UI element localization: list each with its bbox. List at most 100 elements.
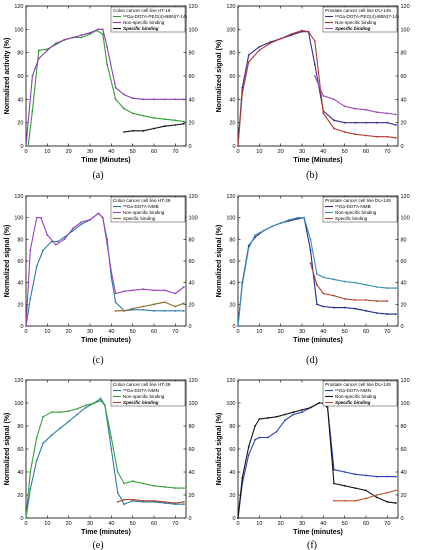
data-point [142,129,145,132]
y-tick-label-right: 60 [401,74,407,80]
y-axis-title: Normalized signal (%) [216,225,223,298]
y-tick-label: 80 [17,51,23,57]
legend-title: Prostate cancer cell line DU-145 [325,198,391,203]
data-point [72,36,74,39]
data-point [182,286,185,288]
data-point [237,145,239,147]
data-point [163,486,166,488]
data-point [269,42,271,45]
data-point [241,86,244,89]
data-point [80,223,83,226]
y-tick-label: 80 [229,237,235,243]
panel-label: (c) [92,355,103,366]
x-tick-label: 10 [44,521,50,527]
data-point [84,404,87,407]
data-point [76,413,79,416]
data-point [153,309,155,312]
y-tick-label: 100 [14,216,23,222]
x-tick-label: 40 [320,149,326,155]
y-tick-label-right: 0 [401,144,404,150]
data-point [131,307,134,310]
legend-entry: Non-specific binding [123,210,165,215]
y-tick-label-right: 20 [189,121,195,127]
y-tick-label-right: 0 [401,324,404,330]
y-tick-label-right: 0 [189,324,192,330]
x-tick-label: 60 [363,149,369,155]
data-point [25,145,27,147]
series-line-3 [115,301,185,312]
data-point [131,289,134,292]
data-point [322,276,325,279]
y-tick-label-right: 120 [189,4,198,10]
data-point [309,406,312,409]
y-tick-label-right: 80 [401,424,407,430]
data-point [67,410,70,412]
data-point [35,436,38,439]
legend-entry: ⁶⁸Ga-DOTA-PEG(4)-BBN(7-14) [335,14,399,19]
data-point [247,61,250,63]
data-point [365,134,367,137]
data-point [365,497,367,500]
panel-label: (b) [306,170,318,181]
y-tick-label-right: 60 [401,259,407,265]
y-tick-label: 40 [229,97,235,103]
data-point [123,482,126,485]
y-tick-label: 60 [17,447,23,453]
data-point [123,107,126,110]
data-point [110,448,113,450]
series-line-2 [237,29,396,147]
data-point [153,127,155,130]
data-point [31,75,34,77]
data-point [63,236,66,239]
data-point [343,499,346,502]
data-point [247,54,250,56]
data-point [116,501,119,503]
y-tick-label: 120 [226,378,235,384]
x-tick-label: 30 [87,149,93,155]
x-tick-label: 70 [172,521,178,527]
y-tick-label: 60 [17,74,23,80]
x-tick-label: 20 [66,329,72,335]
x-tick-label: 40 [108,149,114,155]
x-tick-label: 10 [44,149,50,155]
data-point [131,480,134,483]
data-point [40,216,42,219]
data-point [106,242,108,245]
data-point [365,309,367,312]
legend-entry: ⁶⁸Ga-DOTA-NMB [123,204,159,209]
legend-entry: ⁶⁸Ga-DOTA-NMB [335,204,371,209]
y-tick-label: 20 [17,121,23,127]
data-point [386,135,389,138]
legend-box [110,196,186,223]
data-point [174,124,177,126]
data-point [59,427,62,430]
data-point [354,307,357,310]
y-tick-label-right: 120 [401,194,410,200]
y-tick-label-right: 100 [401,27,410,33]
data-point [131,498,134,501]
data-point [237,325,239,327]
data-point [59,411,62,414]
y-tick-label: 20 [229,493,235,499]
data-point [142,482,145,485]
data-point [131,97,134,100]
data-point [258,49,261,52]
data-point [301,409,303,411]
data-point [42,442,44,445]
data-point [375,494,378,496]
x-tick-label: 60 [151,521,157,527]
y-tick-label: 0 [20,324,23,330]
data-point [333,294,335,297]
data-point [114,86,117,89]
legend-box [110,380,186,407]
x-tick-label: 30 [87,329,93,335]
x-tick-label: 50 [130,329,136,335]
data-point [354,107,357,110]
y-tick-label: 80 [17,237,23,243]
y-tick-label: 40 [17,97,23,103]
x-axis-title: Time (Minutes) [81,157,130,164]
x-tick-label: 60 [363,521,369,527]
data-point [142,308,145,311]
